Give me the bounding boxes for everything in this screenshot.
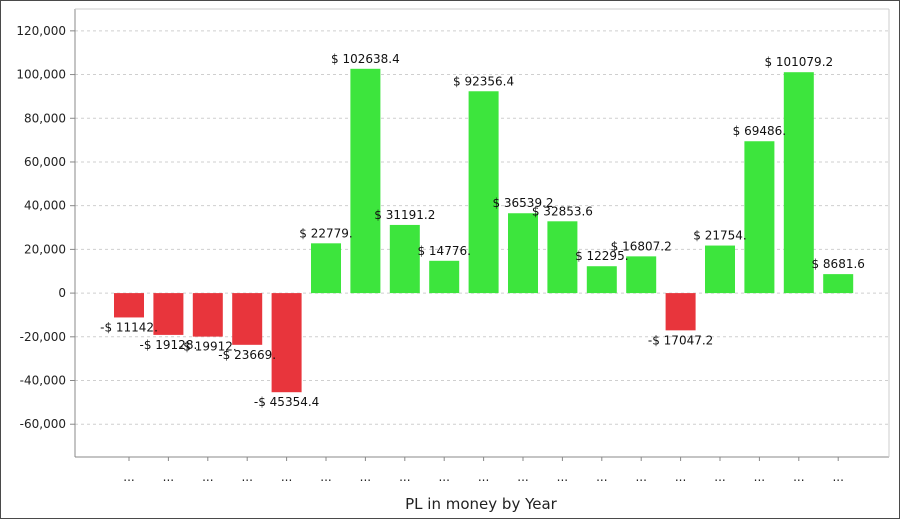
bar-data-label: -$ 19128. [140,338,198,352]
y-tick-label: -20,000 [20,330,66,344]
y-tick-label: 40,000 [24,199,66,213]
bar[interactable] [586,266,617,294]
x-tick-label: ... [163,470,174,484]
x-tick-label: ... [675,470,686,484]
x-tick-label: ... [596,470,607,484]
bar-data-label: $ 69486. [733,124,786,138]
bar-data-label: $ 32853.6 [532,204,593,218]
x-tick-label: ... [635,470,646,484]
bar-data-label: $ 14776. [417,244,470,258]
bar[interactable] [744,141,775,294]
bar-data-label: $ 8681.6 [811,257,864,271]
bar[interactable] [114,293,144,318]
bar-data-label: $ 36539.2 [492,196,553,210]
bar-data-label: -$ 23669. [218,348,276,362]
x-tick-label: ... [202,470,213,484]
data-labels: -$ 11142. -$ 19128.-$ 19912.-$ 23669. -$ 4… [100,52,865,409]
y-tick-label: -40,000 [20,374,66,388]
bar[interactable] [705,245,735,294]
bar[interactable] [232,293,263,345]
x-tick-label: ... [438,470,449,484]
x-tick-label: ... [241,470,252,484]
bar[interactable] [271,293,302,393]
x-tick-label: ... [281,470,292,484]
x-tick-label: ... [360,470,371,484]
bar[interactable] [429,260,460,294]
x-tick-label: ... [714,470,725,484]
bar[interactable] [665,293,696,331]
bar[interactable] [192,293,223,337]
y-tick-label: -60,000 [20,417,66,431]
bar-data-label: -$ 17047.2 [648,333,713,347]
bars [114,68,854,393]
x-tick-label: ... [793,470,804,484]
x-tick-label: ... [754,470,765,484]
bar-data-label: $ 16807.2 [611,239,672,253]
bar-data-label: -$ 45354.4 [254,395,319,409]
bar[interactable] [389,224,420,294]
y-tick-label: 120,000 [16,24,66,38]
bar[interactable] [508,213,538,294]
bar[interactable] [823,274,854,294]
bar-data-label: $ 12295. [575,249,628,263]
y-tick-label: 60,000 [24,155,66,169]
bar[interactable] [468,91,499,294]
bar-data-label: $ 31191.2 [374,208,435,222]
x-tick-labels: ........................................… [123,470,844,484]
bar-data-label: $ 101079.2 [764,55,833,69]
x-tick-label: ... [517,470,528,484]
y-tick-label: 0 [58,286,66,300]
x-tick-label: ... [557,470,568,484]
bar-data-label: $ 22779. [299,226,352,240]
bar[interactable] [311,243,341,294]
x-axis-title: PL in money by Year [405,495,558,513]
y-tick-labels: 120,000 100,000 80,000 60,000 40,000 20,000 0 -… [16,24,66,431]
axes [70,8,890,461]
bar-data-label: -$ 11142. [100,320,158,334]
bar[interactable] [350,68,381,294]
bar-data-label: $ 102638.4 [331,52,400,66]
y-tick-label: 100,000 [16,68,66,82]
y-tick-label: 20,000 [24,242,66,256]
x-tick-label: ... [478,470,489,484]
x-tick-label: ... [320,470,331,484]
bar-data-label: -$ 19912. [179,340,237,354]
bar[interactable] [783,72,814,294]
x-tick-label: ... [832,470,843,484]
y-tick-label: 80,000 [24,111,66,125]
bar-data-label: $ 21754. [693,229,746,243]
x-tick-label: ... [399,470,410,484]
x-tick-label: ... [123,470,134,484]
bar[interactable] [153,293,184,335]
bar[interactable] [626,256,657,294]
bar[interactable] [547,221,578,294]
bar-data-label: $ 92356.4 [453,74,514,88]
